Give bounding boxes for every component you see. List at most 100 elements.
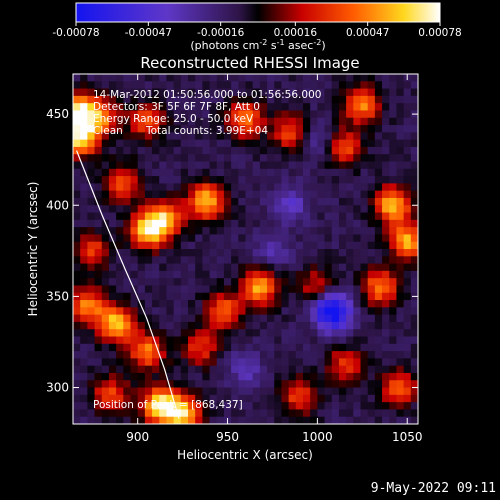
heatmap-cell: [245, 95, 254, 104]
heatmap-cell: [80, 234, 88, 243]
heatmap-cell: [389, 183, 397, 192]
heatmap-cell: [73, 168, 81, 177]
heatmap-cell: [288, 168, 297, 177]
heatmap-cell: [108, 176, 117, 184]
heatmap-cell: [173, 139, 182, 148]
heatmap-cell: [238, 380, 246, 388]
heatmap-cell: [259, 74, 268, 82]
heatmap-cell: [94, 161, 103, 170]
heatmap-cell: [159, 343, 167, 352]
heatmap-cell: [360, 154, 369, 162]
heatmap-cell: [130, 241, 139, 250]
heatmap-cell: [123, 88, 131, 97]
heatmap-cell: [410, 416, 418, 424]
heatmap-cell: [209, 74, 218, 82]
heatmap-cell: [159, 212, 167, 221]
heatmap-cell: [317, 416, 325, 424]
heatmap-cell: [123, 176, 131, 184]
heatmap-cell: [116, 321, 124, 330]
heatmap-cell: [159, 365, 167, 374]
heatmap-cell: [195, 227, 203, 235]
heatmap-cell: [152, 161, 160, 170]
heatmap-cell: [324, 285, 333, 294]
heatmap-cell: [130, 314, 139, 323]
heatmap-cell: [108, 110, 117, 119]
heatmap-cell: [259, 300, 268, 308]
heatmap-cell: [152, 278, 160, 286]
heatmap-cell: [223, 394, 232, 403]
heatmap-cell: [374, 263, 383, 272]
heatmap-cell: [324, 329, 333, 337]
heatmap-cell: [389, 402, 397, 410]
heatmap-cell: [245, 263, 254, 272]
heatmap-cell: [367, 263, 376, 272]
heatmap-cell: [303, 285, 311, 294]
heatmap-cell: [80, 329, 88, 337]
heatmap-cell: [396, 358, 405, 367]
heatmap-cell: [374, 234, 383, 243]
heatmap-cell: [73, 241, 81, 250]
heatmap-cell: [389, 146, 397, 155]
heatmap-cell: [231, 74, 239, 82]
heatmap-cell: [389, 103, 397, 111]
heatmap-cell: [130, 110, 139, 119]
heatmap-cell: [80, 125, 88, 133]
heatmap-cell: [281, 190, 290, 199]
heatmap-cell: [360, 387, 369, 396]
heatmap-cell: [73, 380, 81, 388]
heatmap-cell: [382, 183, 390, 192]
heatmap-cell: [238, 278, 246, 286]
heatmap-cell: [195, 307, 203, 316]
heatmap-cell: [382, 270, 390, 279]
heatmap-cell: [152, 110, 160, 119]
heatmap-cell: [360, 197, 369, 206]
heatmap-cell: [108, 387, 117, 396]
heatmap-cell: [108, 168, 117, 177]
heatmap-cell: [331, 197, 340, 206]
heatmap-cell: [303, 161, 311, 170]
heatmap-cell: [367, 88, 376, 97]
heatmap-cell: [367, 300, 376, 308]
heatmap-cell: [331, 219, 340, 228]
heatmap-cell: [303, 103, 311, 111]
heatmap-cell: [94, 314, 103, 323]
heatmap-cell: [101, 154, 110, 162]
heatmap-cell: [396, 387, 405, 396]
heatmap-cell: [274, 358, 282, 367]
heatmap-cell: [87, 219, 95, 228]
heatmap-cell: [367, 358, 376, 367]
heatmap-cell: [360, 81, 369, 89]
heatmap-cell: [382, 212, 390, 221]
heatmap-cell: [123, 402, 131, 410]
heatmap-cell: [382, 343, 390, 352]
heatmap-cell: [108, 402, 117, 410]
heatmap-cell: [223, 234, 232, 243]
heatmap-cell: [360, 183, 369, 192]
heatmap-cell: [338, 227, 347, 235]
heatmap-cell: [166, 263, 175, 272]
heatmap-cell: [94, 205, 103, 213]
heatmap-cell: [288, 125, 297, 133]
heatmap-cell: [310, 416, 318, 424]
heatmap-cell: [116, 351, 124, 359]
heatmap-cell: [238, 132, 246, 141]
heatmap-cell: [223, 307, 232, 316]
heatmap-cell: [403, 183, 412, 192]
heatmap-cell: [389, 161, 397, 170]
heatmap-cell: [396, 329, 405, 337]
heatmap-cell: [166, 394, 175, 403]
heatmap-cell: [295, 263, 304, 272]
heatmap-cell: [152, 416, 160, 424]
heatmap-cell: [188, 161, 196, 170]
heatmap-cell: [338, 74, 347, 82]
heatmap-cell: [317, 197, 325, 206]
heatmap-cell: [245, 278, 254, 286]
heatmap-cell: [73, 132, 81, 141]
heatmap-cell: [353, 176, 361, 184]
heatmap-cell: [367, 168, 376, 177]
heatmap-cell: [152, 263, 160, 272]
heatmap-cell: [188, 183, 196, 192]
heatmap-cell: [346, 227, 354, 235]
heatmap-cell: [360, 380, 369, 388]
heatmap-cell: [137, 234, 146, 243]
